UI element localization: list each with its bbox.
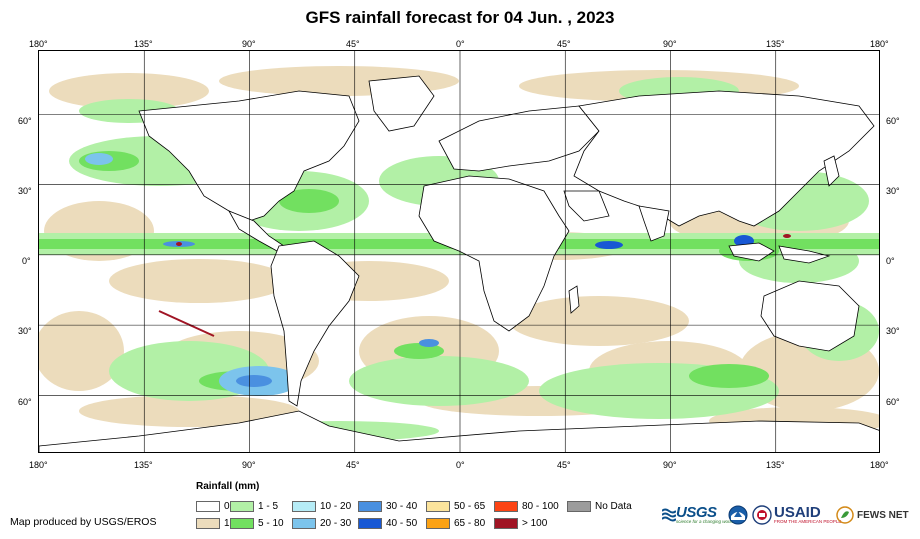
legend-swatch [426,517,450,529]
legend-label: 65 - 80 [454,517,486,529]
left-lat-tick: 60° [18,397,32,407]
usaid-wordmark: USAID [774,504,821,522]
bottom-lon-tick: 135° [766,460,785,470]
legend-item-12: No Data [567,500,632,512]
legend-swatch [196,517,220,529]
legend-item-6: 30 - 40 [358,500,417,512]
top-lon-tick: 45° [346,39,360,49]
legend-label: 10 - 20 [320,500,352,512]
right-lat-tick: 60° [886,116,900,126]
bottom-lon-tick: 0° [456,460,465,470]
legend-item-0: 0 [196,500,230,512]
top-lon-tick: 135° [766,39,785,49]
top-lon-tick: 180° [29,39,48,49]
legend-label: > 100 [522,517,548,529]
bottom-lon-tick: 90° [242,460,256,470]
legend-item-9: 65 - 80 [426,517,485,529]
usaid-seal-icon [752,505,772,525]
legend-swatch [494,500,518,512]
legend-item-3: 5 - 10 [230,517,284,529]
legend-item-4: 10 - 20 [292,500,351,512]
usgs-logo: USGS science for a changing world [662,502,733,528]
usgs-tagline: science for a changing world [676,519,734,525]
legend-label: 5 - 10 [258,517,284,529]
legend-swatch [196,500,220,512]
left-lat-tick: 60° [18,116,32,126]
legend-label: 50 - 65 [454,500,486,512]
bottom-lon-tick: 45° [557,460,571,470]
top-lon-tick: 90° [663,39,677,49]
top-lon-tick: 45° [557,39,571,49]
right-lat-tick: 60° [886,397,900,407]
noaa-emblem-icon [728,505,748,525]
top-lon-tick: 0° [456,39,465,49]
left-lat-tick: 30° [18,186,32,196]
legend-item-5: 20 - 30 [292,517,351,529]
legend-swatch [292,517,316,529]
legend-swatch [230,517,254,529]
map-title: GFS rainfall forecast for 04 Jun. , 2023 [305,8,615,27]
graticule [39,51,879,452]
legend-item-11: > 100 [494,517,547,529]
left-lat-tick: 30° [18,326,32,336]
legend-label: 20 - 30 [320,517,352,529]
map-frame [38,50,880,453]
legend-item-8: 50 - 65 [426,500,485,512]
bottom-lon-tick: 45° [346,460,360,470]
fews-net-leaf-icon [836,506,854,524]
legend-label: 1 [224,517,230,529]
credit-text: Map produced by USGS/EROS [10,516,157,528]
legend-label: 40 - 50 [386,517,418,529]
legend-item-1: 1 [196,517,230,529]
top-lon-tick: 135° [134,39,153,49]
legend-swatch [426,500,450,512]
fews-net-logo: FEWS NET [836,502,909,528]
bottom-lon-tick: 135° [134,460,153,470]
right-lat-tick: 0° [886,256,895,266]
legend-swatch [292,500,316,512]
right-lat-tick: 30° [886,186,900,196]
legend-label: 30 - 40 [386,500,418,512]
legend-swatch [358,517,382,529]
continent-outlines [39,75,879,452]
legend-label: 0 [224,500,230,512]
left-lat-tick: 0° [22,256,31,266]
usaid-logo: USAID FROM THE AMERICAN PEOPLE [752,502,841,528]
rainfall-map [39,51,879,452]
bottom-lon-tick: 180° [870,460,889,470]
legend-label: 80 - 100 [522,500,559,512]
bottom-lon-tick: 180° [29,460,48,470]
legend-item-10: 80 - 100 [494,500,559,512]
usgs-wave-icon [662,508,676,522]
legend-item-7: 40 - 50 [358,517,417,529]
legend-swatch [494,517,518,529]
legend-swatch [230,500,254,512]
legend-label: No Data [595,500,632,512]
fews-net-wordmark: FEWS NET [857,509,909,521]
legend-title: Rainfall (mm) [196,481,260,492]
legend-swatch [567,500,591,512]
right-lat-tick: 30° [886,326,900,336]
top-lon-tick: 180° [870,39,889,49]
bottom-lon-tick: 90° [663,460,677,470]
usaid-tagline: FROM THE AMERICAN PEOPLE [774,519,842,525]
top-lon-tick: 90° [242,39,256,49]
legend-item-2: 1 - 5 [230,500,278,512]
noaa-logo [728,502,748,528]
legend-swatch [358,500,382,512]
usgs-wordmark: USGS [676,504,717,522]
legend-label: 1 - 5 [258,500,279,512]
